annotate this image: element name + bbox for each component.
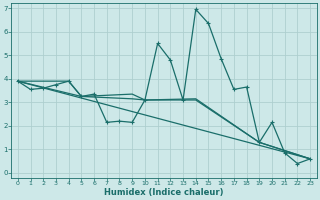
X-axis label: Humidex (Indice chaleur): Humidex (Indice chaleur) — [104, 188, 224, 197]
